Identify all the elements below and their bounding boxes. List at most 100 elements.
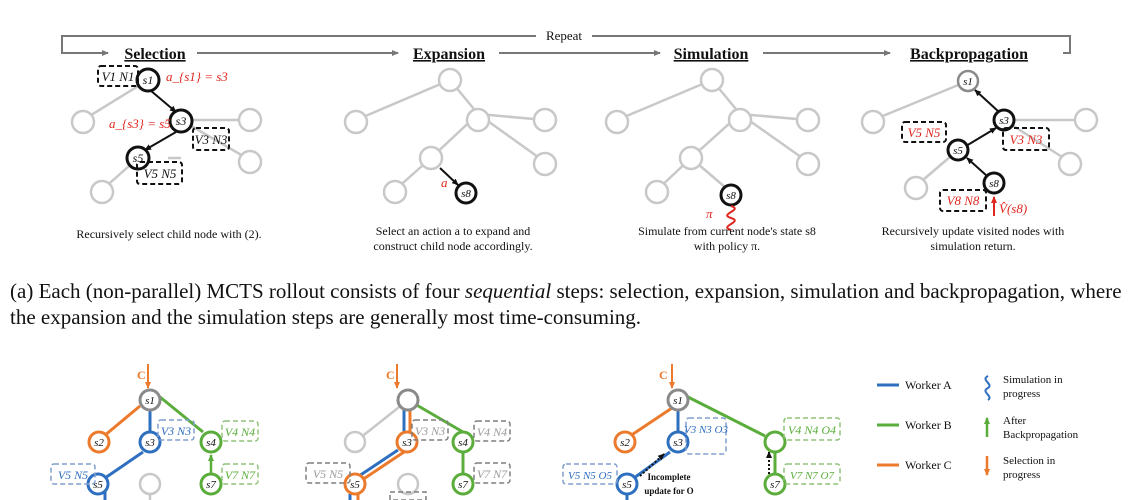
node-s5: [615, 472, 639, 496]
panel2-box-v5: V5 N5: [313, 467, 343, 481]
selection-box-v3: V3 N3: [195, 132, 228, 147]
node-s5: [125, 145, 151, 171]
tree-node: [418, 145, 444, 171]
c-label: C: [659, 368, 668, 382]
tree-node: [763, 430, 787, 454]
node-s1: [956, 69, 980, 93]
panel3-box-v7: V7 N7 O7: [790, 470, 835, 482]
panel3-box-v5: V5 N5 O5: [568, 470, 613, 482]
caption-label: (a): [10, 279, 34, 303]
simulation-panel: s8 π Simulate from current node's state …: [604, 67, 821, 253]
repeat-loop: Repeat: [61, 28, 1071, 56]
incomplete-note-1: Incomplete: [648, 472, 691, 482]
node-s3: [666, 430, 690, 454]
legend-sim-2: progress: [1003, 388, 1040, 400]
node-s3: [395, 430, 419, 454]
backprop-box-v5: V5 N5: [908, 125, 941, 140]
node-s3-label: s3: [145, 437, 155, 449]
tree-node: [727, 107, 753, 133]
parallel-panel-3: C s1 s2 s3 s5 s7 V3 N3 O3 V4 N4 O4 V5 N5…: [562, 364, 841, 500]
tree-node: [532, 107, 558, 133]
expansion-description-2: construct child node accordingly.: [373, 239, 532, 253]
tree-node: [396, 472, 420, 496]
node-s3-label: s3: [176, 114, 187, 128]
node-s1: [666, 388, 690, 412]
legend-worker-b: Worker B: [905, 418, 952, 432]
node-s5: [946, 138, 970, 162]
tree-node: [1057, 151, 1083, 177]
tree-node: [699, 67, 725, 93]
node-s4-label: s4: [206, 437, 216, 449]
node-s8: [982, 171, 1006, 195]
legend-sel-1: Selection in: [1003, 455, 1056, 467]
panel2-box-v3: V3 N3: [415, 424, 445, 438]
squiggle-icon: [984, 375, 991, 401]
backprop-box-v8: V8 N8: [947, 193, 980, 208]
tree-node: [382, 179, 408, 205]
node-s8: [719, 183, 743, 207]
node-s1: [138, 388, 162, 412]
node-s7-label: s7: [770, 479, 780, 491]
node-s1-label: s1: [145, 395, 155, 407]
node-s5-label: s5: [350, 479, 360, 491]
tree-node: [70, 109, 96, 135]
tree-node: [860, 109, 886, 135]
node-s3-label: s3: [999, 115, 1009, 127]
node-s3: [168, 108, 194, 134]
tree-node: [678, 145, 704, 171]
tree-node: [903, 175, 929, 201]
backprop-box-v3: V3 N3: [1010, 132, 1043, 147]
backprop-description-2: simulation return.: [930, 239, 1015, 253]
node-s8-label: s8: [726, 190, 736, 202]
panel2-box-v4: V4 N4: [477, 425, 507, 439]
simulation-policy: π: [706, 206, 713, 221]
figure-caption: (a) Each (non-parallel) MCTS rollout con…: [10, 278, 1136, 330]
tree-node: [644, 179, 670, 205]
tree-node: [604, 109, 630, 135]
tree-node: [532, 151, 558, 177]
c-label: C: [386, 368, 395, 382]
node-s4: [199, 430, 223, 454]
simulation-description-2: with policy π.: [694, 239, 760, 253]
node-s5: [343, 472, 367, 496]
panel1-box-v7: V7 N7: [225, 468, 256, 482]
tree-node: [343, 430, 367, 454]
legend-back-1: After: [1003, 415, 1027, 427]
legend-sim-1: Simulation in: [1003, 374, 1063, 386]
backpropagation-title: Backpropagation: [910, 46, 1028, 63]
panel3-box-v4: V4 N4 O4: [788, 423, 836, 437]
expansion-title: Expansion: [413, 46, 485, 63]
selection-panel: s1 s3 s5 V1 N1 V3 N3 V5 N5 a_{s1} = s3 a…: [70, 65, 263, 241]
node-s7-label: s7: [458, 479, 468, 491]
tree-node: [396, 388, 420, 412]
squiggle-icon: [726, 205, 736, 231]
panel3-box-v3: V3 N3 O3: [684, 424, 729, 436]
node-s3-label: s3: [402, 437, 412, 449]
panel-titles: Selection Expansion Simulation Backpropa…: [124, 46, 1028, 63]
panel1-box-v4: V4 N4: [225, 425, 255, 439]
node-s3: [138, 430, 162, 454]
node-s1-label: s1: [673, 395, 683, 407]
node-s2: [87, 430, 111, 454]
incomplete-note-2: update for O: [644, 486, 693, 496]
caption-emphasis: sequential: [464, 279, 552, 303]
tree-node: [89, 179, 115, 205]
node-s8-label: s8: [989, 178, 999, 190]
caption-text-before: Each (non-parallel) MCTS rollout consist…: [38, 279, 460, 303]
selection-title: Selection: [124, 46, 185, 63]
node-s2: [613, 430, 637, 454]
c-label: C: [137, 368, 146, 382]
node-s7: [451, 472, 475, 496]
repeat-label: Repeat: [546, 28, 582, 43]
legend-back-2: Backpropagation: [1003, 429, 1079, 441]
panel2-box-v7: V7 N7: [477, 467, 508, 481]
selection-box-v5: V5 N5: [144, 166, 177, 181]
node-s7-label: s7: [206, 479, 216, 491]
node-s2-label: s2: [620, 437, 630, 449]
node-s8-label: s8: [461, 188, 471, 200]
tree-node: [237, 149, 263, 175]
legend-sel-2: progress: [1003, 469, 1040, 481]
tree-node: [1073, 107, 1099, 133]
tree-node: [237, 107, 263, 133]
tree-node: [437, 67, 463, 93]
